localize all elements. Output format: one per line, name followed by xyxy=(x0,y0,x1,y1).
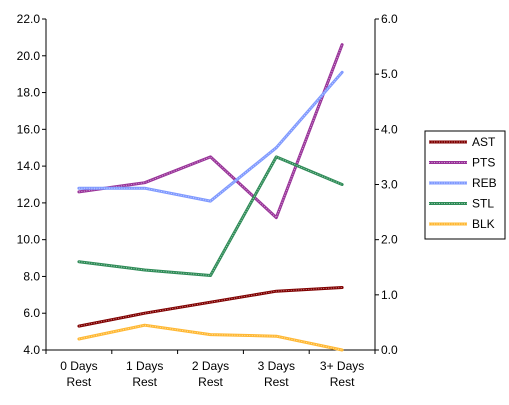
y-left-tick-label: 6.0 xyxy=(23,306,40,320)
series-line-reb xyxy=(77,70,344,203)
y-left-tick-label: 14.0 xyxy=(17,159,41,173)
y-left-tick-label: 16.0 xyxy=(17,122,41,136)
y-left-tick-label: 20.0 xyxy=(17,49,41,63)
y-right-tick-label: 0.0 xyxy=(381,343,398,357)
series-texture-pts xyxy=(78,44,343,219)
series-line-pts xyxy=(77,43,344,220)
x-tick-label: 3+ Days Rest xyxy=(320,359,364,389)
y-left-tick-label: 4.0 xyxy=(23,343,40,357)
legend: AST PTS REB STL BLK xyxy=(424,130,506,240)
x-tick-label: 3 Days Rest xyxy=(258,359,295,389)
series-texture-stl xyxy=(78,156,343,277)
legend-label-blk: BLK xyxy=(472,217,495,231)
y-right-tick-label: 2.0 xyxy=(381,233,398,247)
series-line-ast xyxy=(77,286,344,328)
series-lines xyxy=(77,43,344,352)
series-texture-ast xyxy=(78,287,343,327)
series-texture-blk xyxy=(78,324,343,351)
y-right-tick-label: 1.0 xyxy=(381,288,398,302)
legend-label-reb: REB xyxy=(472,176,497,190)
x-tick-label: 0 Days Rest xyxy=(60,359,97,389)
y-right-tick-label: 6.0 xyxy=(381,12,398,26)
x-tick-label: 2 Days Rest xyxy=(192,359,229,389)
y-right-tick-label: 4.0 xyxy=(381,122,398,136)
series-texture-reb xyxy=(78,71,343,202)
legend-label-ast: AST xyxy=(472,135,496,149)
axes: 4.0 6.0 8.0 10.0 12.0 14.0 16.0 18.0 20.0 22.0 0.0… xyxy=(17,12,398,389)
legend-label-stl: STL xyxy=(472,197,494,211)
series-line-blk xyxy=(77,323,344,352)
y-left-tick-label: 22.0 xyxy=(17,12,41,26)
y-right-tick-label: 3.0 xyxy=(381,178,398,192)
y-left-tick-label: 12.0 xyxy=(17,196,41,210)
x-tick-label: 1 Days Rest xyxy=(126,359,163,389)
y-left-tick-label: 8.0 xyxy=(23,269,40,283)
series-line-stl xyxy=(77,155,344,277)
y-left-tick-label: 18.0 xyxy=(17,86,41,100)
legend-box xyxy=(424,130,506,240)
y-right-tick-label: 5.0 xyxy=(381,67,398,81)
y-left-tick-label: 10.0 xyxy=(17,233,41,247)
legend-label-pts: PTS xyxy=(472,156,495,170)
